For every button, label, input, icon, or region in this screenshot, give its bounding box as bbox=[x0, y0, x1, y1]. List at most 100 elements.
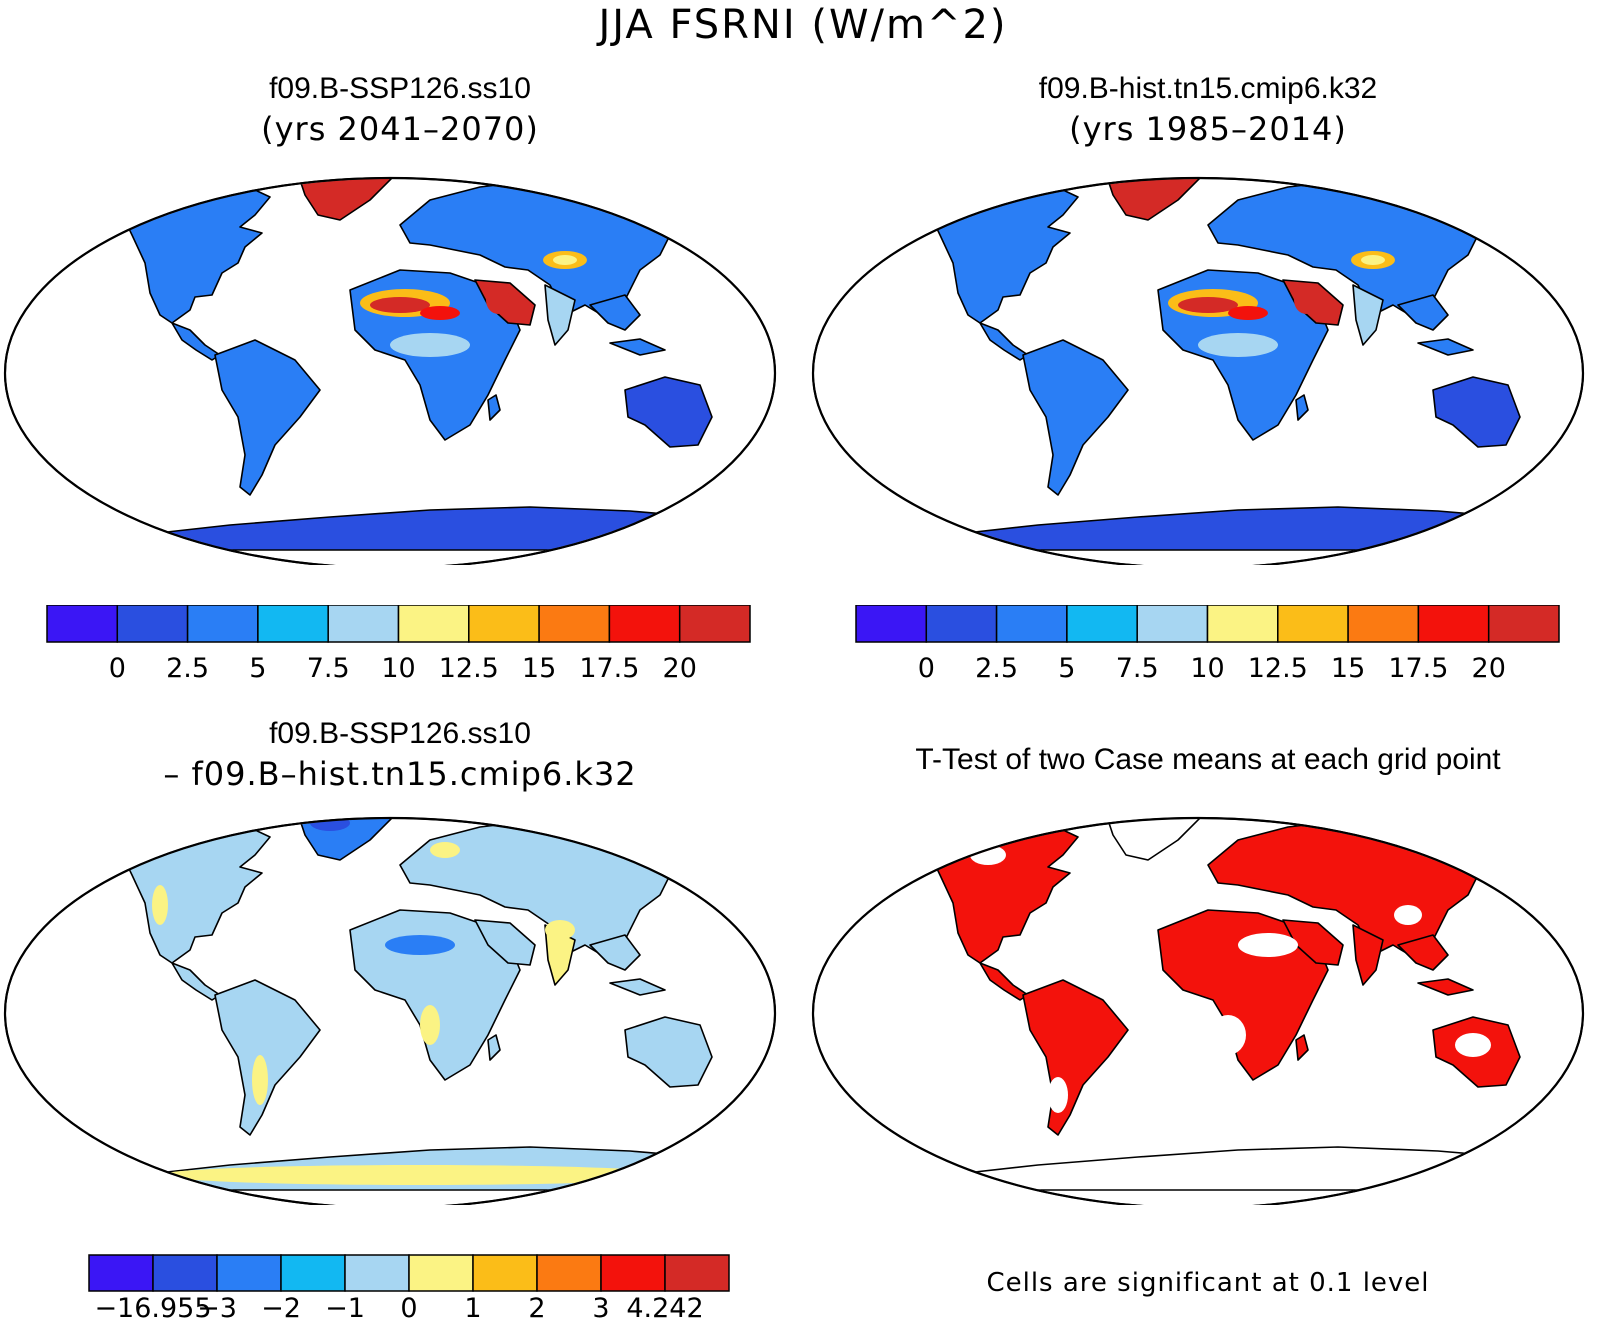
field-patch bbox=[545, 920, 575, 940]
colorbar-swatch bbox=[468, 605, 540, 643]
field-patch bbox=[1328, 179, 1408, 192]
map-panel-2 bbox=[812, 176, 1584, 565]
field-patch bbox=[1210, 1015, 1246, 1055]
colorbar-swatch bbox=[1136, 605, 1209, 643]
colorbar-swatch bbox=[472, 1254, 538, 1292]
colorbar-swatch bbox=[397, 605, 470, 643]
landmass-arabia bbox=[474, 919, 536, 966]
landmass-seAsia bbox=[1397, 294, 1449, 331]
colorbar-swatch bbox=[46, 605, 119, 643]
landmass-antarctica bbox=[139, 506, 701, 551]
field-patch bbox=[1048, 1077, 1068, 1113]
colorbar-label: 12.5 bbox=[1248, 653, 1308, 684]
colorbar-label: −2 bbox=[261, 1293, 301, 1323]
colorbar-swatch bbox=[1487, 605, 1560, 643]
landmass-antarctica bbox=[947, 506, 1509, 551]
landmass-seAsia bbox=[589, 294, 641, 331]
colorbar-label: 10 bbox=[1190, 653, 1224, 684]
colorbar-label: −3 bbox=[197, 1293, 237, 1323]
field-patch bbox=[152, 885, 168, 925]
colorbar-swatch bbox=[116, 605, 189, 643]
landmass-indonesia bbox=[1417, 978, 1474, 996]
colorbar-label: 20 bbox=[663, 653, 697, 684]
colorbar-swatch bbox=[408, 1254, 474, 1292]
colorbar-swatch bbox=[1206, 605, 1279, 643]
field-patch bbox=[1394, 905, 1422, 925]
colorbar-label: 20 bbox=[1472, 653, 1506, 684]
landmass-antarctica bbox=[947, 1146, 1509, 1191]
field-patch bbox=[390, 333, 470, 357]
field-patch bbox=[553, 255, 577, 265]
panel-3-subtitle: – f09.B–hist.tn15.cmip6.k32 bbox=[163, 755, 637, 793]
landmass-southAmerica bbox=[1022, 339, 1129, 496]
colorbar-swatch bbox=[538, 605, 611, 643]
colorbar-swatch bbox=[1417, 605, 1490, 643]
field-patch bbox=[1361, 255, 1385, 265]
field-patch bbox=[1228, 306, 1268, 320]
colorbar-swatch bbox=[344, 1254, 410, 1292]
map-outline bbox=[812, 816, 1584, 1205]
map-outline bbox=[812, 176, 1584, 565]
field-patch bbox=[1294, 286, 1318, 314]
landmass-madagascar bbox=[487, 394, 501, 421]
colorbar-swatch bbox=[1347, 605, 1420, 643]
landmass-india bbox=[544, 284, 576, 346]
colorbar-swatch bbox=[152, 1254, 218, 1292]
colorbar-label: 12.5 bbox=[439, 653, 499, 684]
landmass-madagascar bbox=[1295, 1034, 1309, 1061]
colorbar-label: 2.5 bbox=[166, 653, 209, 684]
field-patch bbox=[430, 842, 460, 858]
landmass-australia bbox=[624, 376, 713, 448]
map-panel-1 bbox=[4, 176, 776, 565]
colorbar-swatch bbox=[855, 605, 928, 643]
colorbar-label: 17.5 bbox=[579, 653, 639, 684]
field-patch bbox=[1455, 1033, 1491, 1057]
colorbar-label: 5 bbox=[1058, 653, 1075, 684]
map-1-content bbox=[4, 176, 776, 565]
map-outline bbox=[4, 816, 776, 1205]
colorbar-swatch bbox=[88, 1254, 154, 1292]
colorbar-swatch bbox=[678, 605, 751, 643]
panel-1-title: f09.B-SSP126.ss10 bbox=[269, 72, 531, 105]
colorbar-label: 0 bbox=[109, 653, 126, 684]
colorbar-swatch bbox=[536, 1254, 602, 1292]
field-patch bbox=[1178, 297, 1238, 313]
field-patch bbox=[1198, 333, 1278, 357]
colorbar-label: 10 bbox=[381, 653, 415, 684]
landmass-seAsia bbox=[1397, 934, 1449, 971]
colorbar-swatch bbox=[925, 605, 998, 643]
colorbar-swatch bbox=[608, 605, 681, 643]
landmass-southAmerica bbox=[1022, 979, 1129, 1136]
colorbar-label: 1 bbox=[464, 1293, 481, 1323]
colorbar-swatch bbox=[186, 605, 259, 643]
colorbar-panel-3: −16.955−3 −2 −1 0 1 2 3 4.242 bbox=[88, 1254, 730, 1323]
landmass-indonesia bbox=[609, 338, 666, 356]
colorbar-label: 7.5 bbox=[1116, 653, 1159, 684]
colorbar-label: 15 bbox=[1331, 653, 1365, 684]
landmass-southAmerica bbox=[214, 339, 321, 496]
landmass-india bbox=[1352, 284, 1384, 346]
colorbar-label: 2.5 bbox=[975, 653, 1018, 684]
map-panel-3 bbox=[4, 816, 776, 1205]
map-outline bbox=[4, 176, 776, 565]
colorbar-swatch bbox=[257, 605, 329, 643]
colorbar-label: 0 bbox=[918, 653, 935, 684]
landmass-indonesia bbox=[609, 978, 666, 996]
colorbar-label: −16.955 bbox=[94, 1293, 211, 1323]
colorbar-label: 2 bbox=[528, 1293, 545, 1323]
colorbar-label: 17.5 bbox=[1388, 653, 1448, 684]
field-patch bbox=[515, 819, 605, 829]
landmass-india bbox=[544, 924, 576, 986]
field-patch bbox=[420, 306, 460, 320]
field-patch bbox=[1238, 933, 1298, 957]
significance-note: Cells are significant at 0.1 level bbox=[986, 1268, 1430, 1298]
colorbar-label: 15 bbox=[522, 653, 556, 684]
colorbar-swatch bbox=[1277, 605, 1349, 643]
colorbar-swatch bbox=[280, 1254, 346, 1292]
map-panel-4 bbox=[812, 816, 1584, 1205]
colorbar-label: 5 bbox=[249, 653, 266, 684]
landmass-indonesia bbox=[1417, 338, 1474, 356]
field-patch bbox=[420, 1005, 440, 1045]
colorbar-label: −1 bbox=[325, 1293, 365, 1323]
colorbar-label: 3 bbox=[592, 1293, 609, 1323]
